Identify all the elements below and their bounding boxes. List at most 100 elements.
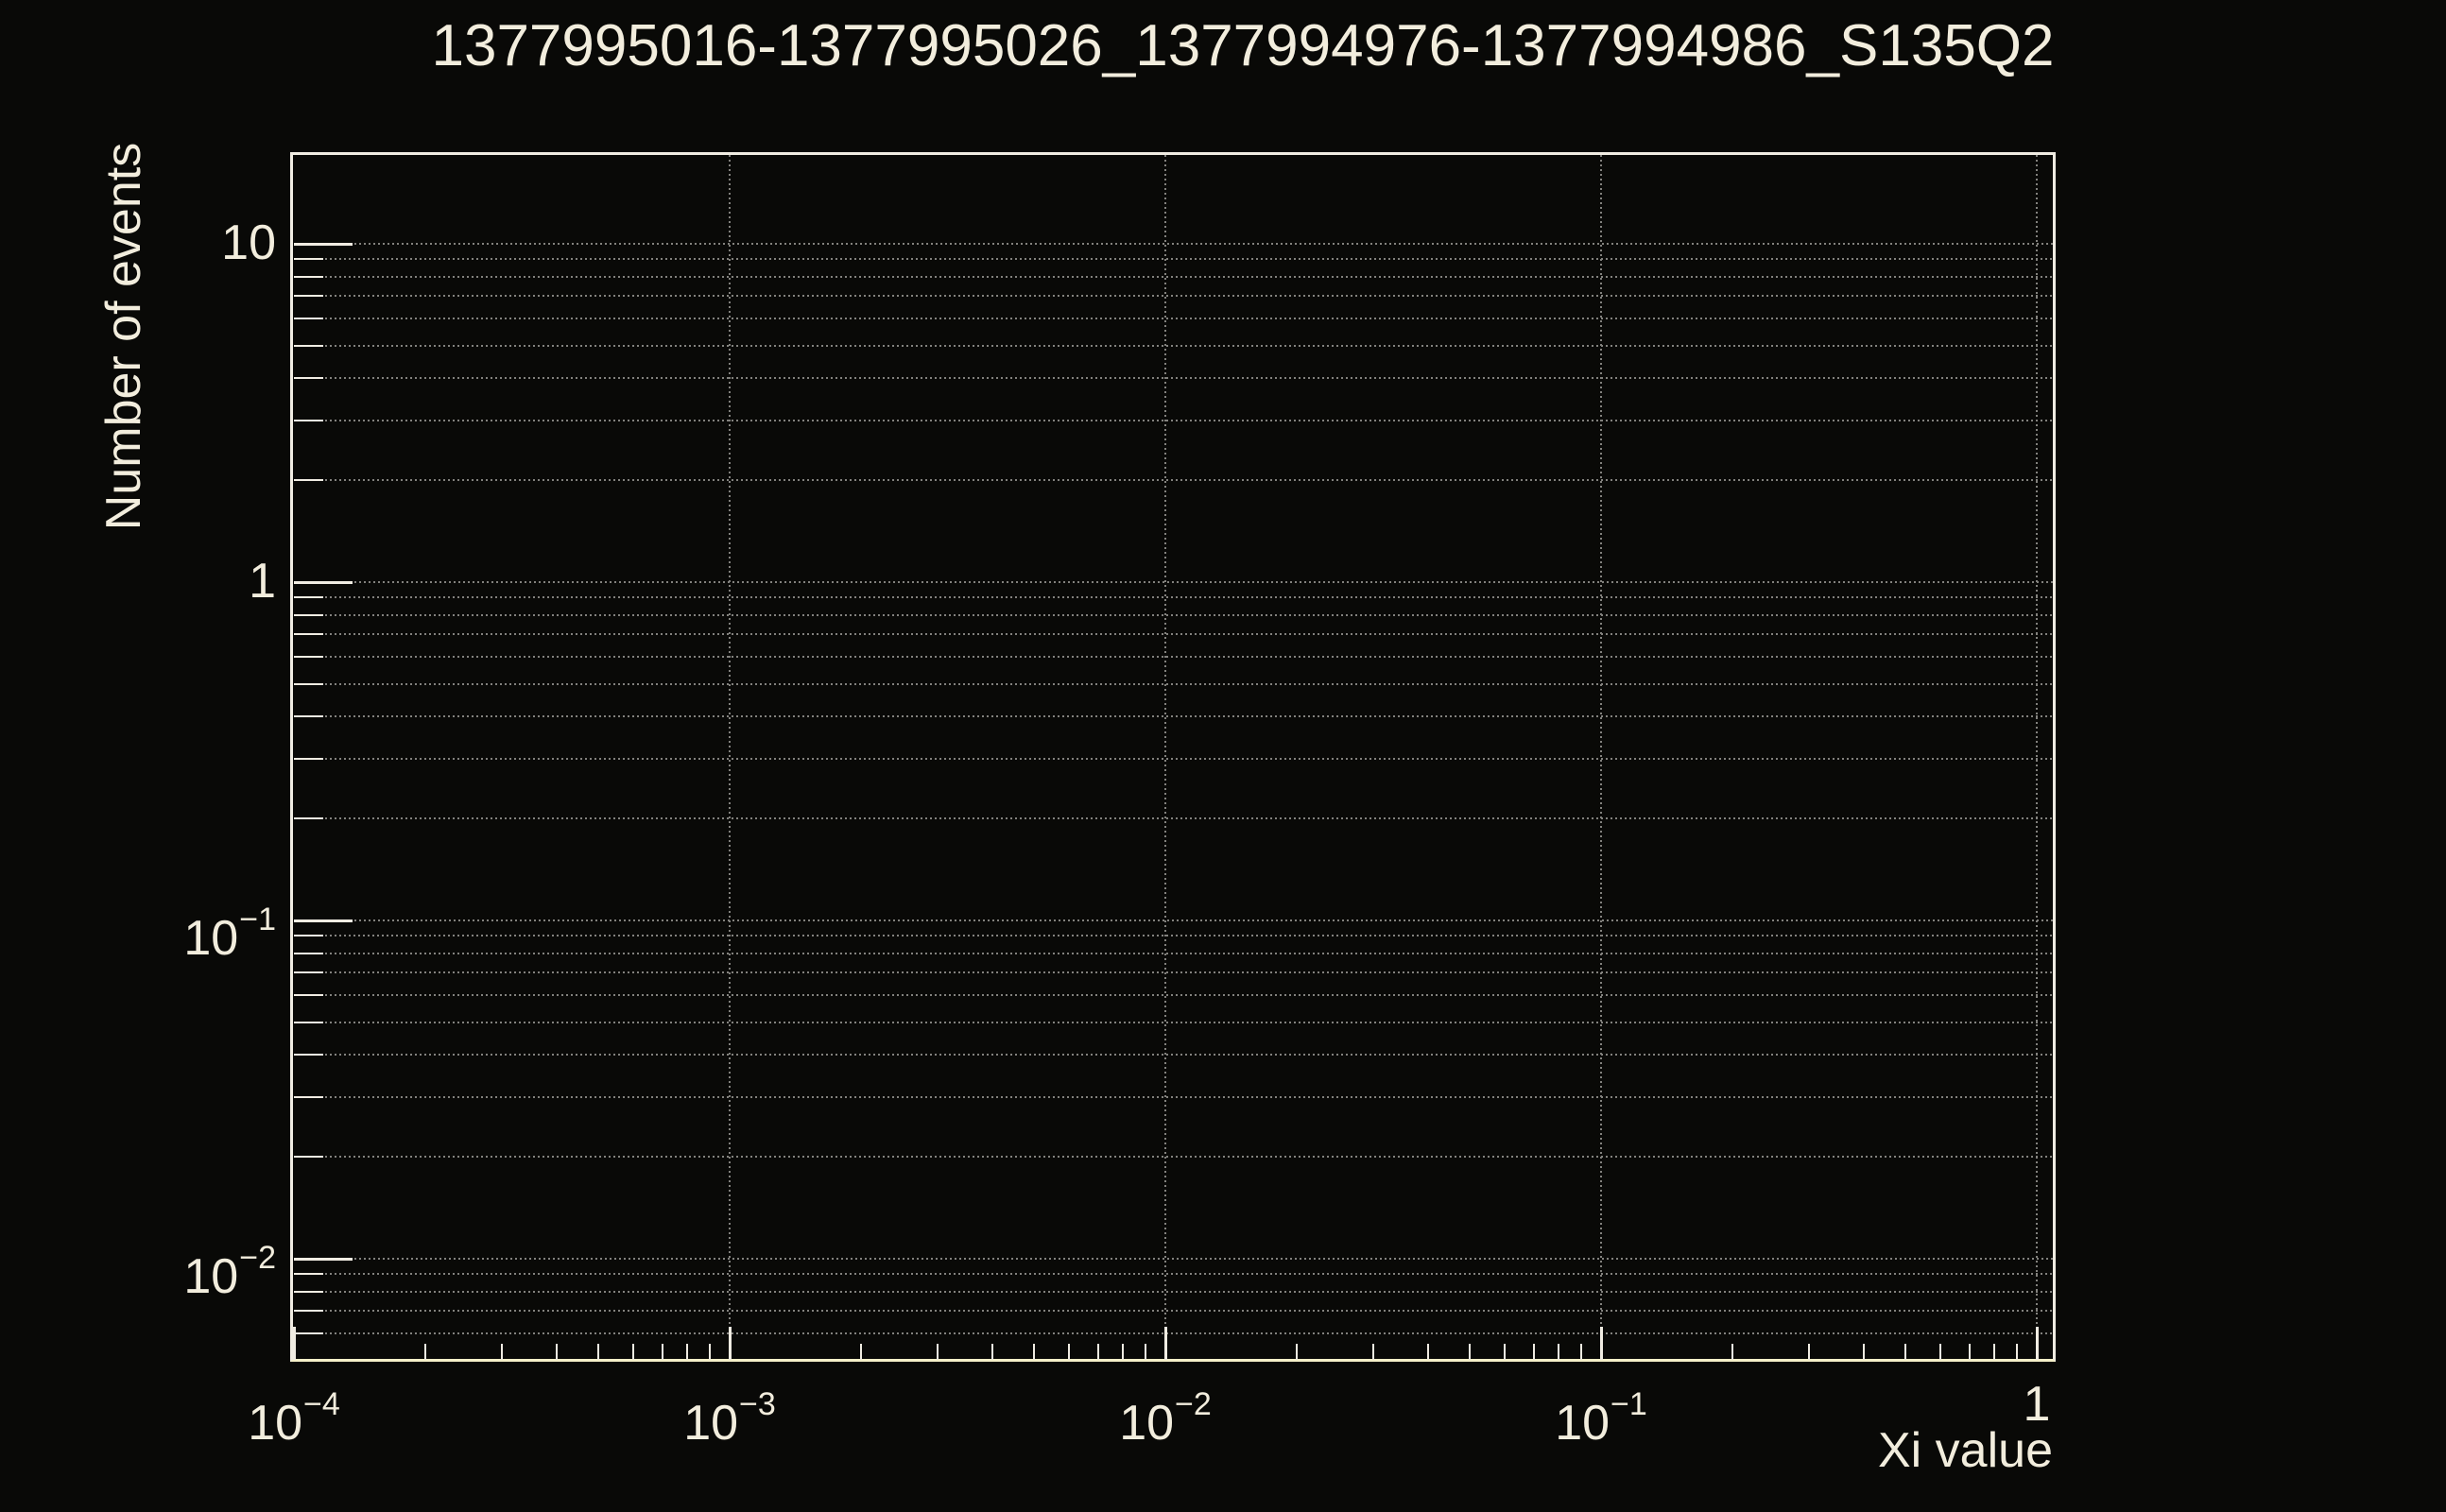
grid-line-h — [325, 715, 2053, 718]
x-minor-tick — [1122, 1344, 1125, 1360]
grid-line-v — [1164, 155, 1166, 1327]
x-minor-tick — [708, 1344, 711, 1360]
tick-exponent: −1 — [239, 902, 276, 937]
y-minor-tick — [294, 715, 323, 718]
y-minor-tick — [294, 1021, 323, 1023]
plot-frame — [290, 152, 2056, 1362]
grid-line-h — [325, 758, 2053, 761]
grid-line-h — [325, 1310, 2053, 1313]
grid-line-h — [325, 377, 2053, 380]
x-minor-tick — [1371, 1344, 1374, 1360]
grid-line-h — [325, 656, 2053, 659]
y-minor-tick — [294, 1054, 323, 1057]
tick-exponent: −4 — [303, 1386, 340, 1422]
x-minor-tick — [1096, 1344, 1099, 1360]
grid-line-h — [325, 613, 2053, 616]
x-tick-label: 10−1 — [1555, 1386, 1647, 1451]
x-minor-tick — [661, 1344, 663, 1360]
tick-exponent: −2 — [1175, 1386, 1212, 1422]
x-minor-tick — [1033, 1344, 1036, 1360]
tick-exponent: −1 — [1611, 1386, 1647, 1422]
y-minor-tick — [294, 420, 323, 422]
y-minor-tick — [294, 994, 323, 997]
x-minor-tick — [1558, 1344, 1560, 1360]
y-minor-tick — [294, 935, 323, 937]
y-minor-tick — [294, 318, 323, 320]
grid-line-h — [325, 318, 2053, 320]
x-major-tick — [1599, 1327, 1603, 1360]
grid-line-h — [325, 1332, 2053, 1335]
y-minor-tick — [294, 1096, 323, 1099]
grid-line-h — [325, 295, 2053, 298]
grid-line-h — [325, 275, 2053, 278]
x-tick-label: 1 — [2023, 1377, 2051, 1432]
x-minor-tick — [1295, 1344, 1298, 1360]
plot-title: 1377995016-1377995026_1377994976-1377994… — [431, 13, 2055, 78]
grid-line-h — [325, 682, 2053, 685]
x-major-tick — [2035, 1327, 2039, 1360]
x-axis-title: Xi value — [1878, 1423, 2053, 1478]
x-minor-tick — [1993, 1344, 1996, 1360]
y-minor-tick — [294, 275, 323, 278]
y-tick-label: 10 — [221, 215, 276, 270]
grid-line-h — [354, 243, 2053, 245]
grid-line-h — [325, 1096, 2053, 1099]
y-minor-tick — [294, 817, 323, 820]
y-minor-tick — [294, 1332, 323, 1335]
x-minor-tick — [1862, 1344, 1865, 1360]
grid-line-h — [325, 258, 2053, 261]
x-minor-tick — [1904, 1344, 1907, 1360]
x-minor-tick — [597, 1344, 600, 1360]
y-minor-tick — [294, 295, 323, 298]
x-minor-tick — [1503, 1344, 1506, 1360]
x-tick-label: 10−4 — [248, 1386, 340, 1451]
grid-line-h — [325, 596, 2053, 599]
grid-line-h — [325, 420, 2053, 422]
x-minor-tick — [1469, 1344, 1472, 1360]
grid-line-h — [325, 935, 2053, 937]
y-minor-tick — [294, 1310, 323, 1313]
y-minor-tick — [294, 682, 323, 685]
x-minor-tick — [555, 1344, 558, 1360]
x-minor-tick — [2015, 1344, 2018, 1360]
x-minor-tick — [1579, 1344, 1582, 1360]
x-minor-tick — [859, 1344, 862, 1360]
y-minor-tick — [294, 1273, 323, 1276]
x-minor-tick — [1067, 1344, 1070, 1360]
x-minor-tick — [1144, 1344, 1146, 1360]
tick-exponent: −2 — [239, 1240, 276, 1276]
y-axis-title: Number of events — [96, 142, 151, 531]
x-minor-tick — [1807, 1344, 1810, 1360]
y-minor-tick — [294, 377, 323, 380]
tick-exponent: −3 — [739, 1386, 776, 1422]
grid-line-h — [354, 581, 2053, 583]
y-major-tick — [294, 919, 353, 922]
x-minor-tick — [1938, 1344, 1941, 1360]
y-minor-tick — [294, 613, 323, 616]
y-minor-tick — [294, 1290, 323, 1293]
y-minor-tick — [294, 344, 323, 347]
y-major-tick — [294, 580, 353, 584]
y-tick-label: 10−2 — [183, 1240, 276, 1304]
grid-line-h — [325, 344, 2053, 347]
x-major-tick — [728, 1327, 732, 1360]
x-minor-tick — [1532, 1344, 1535, 1360]
grid-line-v — [1600, 155, 1602, 1327]
grid-line-h — [325, 633, 2053, 636]
x-tick-label: 10−3 — [683, 1386, 776, 1451]
x-minor-tick — [1426, 1344, 1429, 1360]
y-tick-label: 10−1 — [183, 902, 276, 966]
x-minor-tick — [500, 1344, 503, 1360]
grid-line-v — [2036, 155, 2038, 1327]
grid-line-h — [325, 971, 2053, 974]
grid-line-h — [325, 1021, 2053, 1023]
y-major-tick — [294, 1257, 353, 1261]
x-minor-tick — [1968, 1344, 1971, 1360]
x-minor-tick — [990, 1344, 993, 1360]
grid-line-h — [325, 479, 2053, 482]
x-minor-tick — [1731, 1344, 1733, 1360]
grid-line-h — [325, 1290, 2053, 1293]
x-minor-tick — [423, 1344, 426, 1360]
y-major-tick — [294, 242, 353, 246]
